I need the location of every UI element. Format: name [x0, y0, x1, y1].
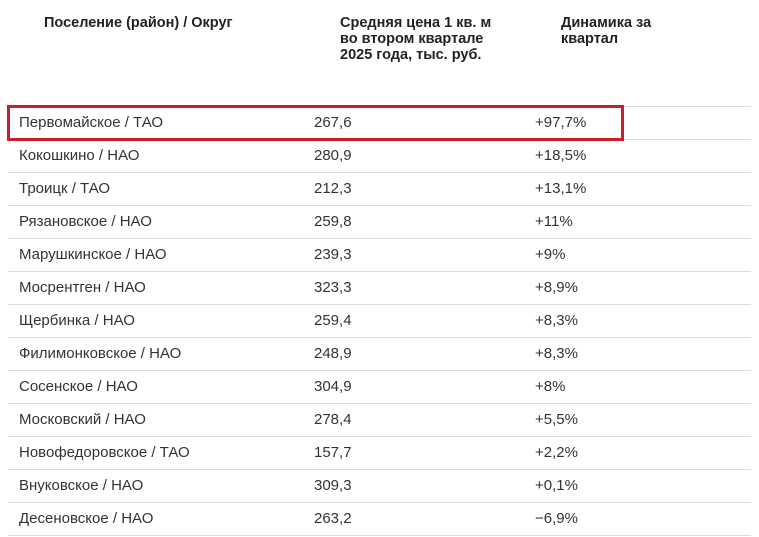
price-cell: 304,9 — [314, 378, 352, 395]
price-cell: 248,9 — [314, 345, 352, 362]
table-row: Московский / НАО 278,4 +5,5% — [8, 404, 751, 437]
settlement-cell: Троицк / ТАО — [19, 180, 111, 197]
change-cell: +8,3% — [535, 345, 578, 362]
price-cell: 267,6 — [314, 114, 352, 131]
column-header-change: Динамика за квартал — [561, 15, 652, 47]
settlement-cell: Кокошкино / НАО — [19, 147, 140, 164]
table-row: Рязановское / НАО 259,8 +11% — [8, 206, 751, 239]
table-row: Внуковское / НАО 309,3 +0,1% — [8, 470, 751, 503]
price-table: Первомайское / ТАО 267,6 +97,7% Кокошкин… — [8, 106, 751, 536]
settlement-cell: Филимонковское / НАО — [19, 345, 182, 362]
settlement-cell: Сосенское / НАО — [19, 378, 138, 395]
change-cell: +2,2% — [535, 444, 578, 461]
table-row: Троицк / ТАО 212,3 +13,1% — [8, 173, 751, 206]
settlement-cell: Внуковское / НАО — [19, 477, 144, 494]
table-row: Филимонковское / НАО 248,9 +8,3% — [8, 338, 751, 371]
change-cell: +9% — [535, 246, 566, 263]
column-header-price: Средняя цена 1 кв. м во втором квартале … — [340, 15, 492, 63]
change-cell: +13,1% — [535, 180, 587, 197]
change-cell: +97,7% — [535, 114, 587, 131]
price-cell: 239,3 — [314, 246, 352, 263]
table-row: Десеновское / НАО 263,2 −6,9% — [8, 503, 751, 536]
table-row: Мосрентген / НАО 323,3 +8,9% — [8, 272, 751, 305]
settlement-cell: Щербинка / НАО — [19, 312, 135, 329]
settlement-cell: Рязановское / НАО — [19, 213, 152, 230]
change-cell: +18,5% — [535, 147, 587, 164]
change-cell: +0,1% — [535, 477, 578, 494]
price-cell: 323,3 — [314, 279, 352, 296]
table-row: Новофедоровское / ТАО 157,7 +2,2% — [8, 437, 751, 470]
change-cell: −6,9% — [535, 510, 578, 527]
change-cell: +8,3% — [535, 312, 578, 329]
settlement-cell: Московский / НАО — [19, 411, 146, 428]
column-header-settlement: Поселение (район) / Округ — [44, 15, 233, 31]
table-row: Сосенское / НАО 304,9 +8% — [8, 371, 751, 404]
table-row: Щербинка / НАО 259,4 +8,3% — [8, 305, 751, 338]
price-cell: 280,9 — [314, 147, 352, 164]
price-cell: 278,4 — [314, 411, 352, 428]
table-row: Марушкинское / НАО 239,3 +9% — [8, 239, 751, 272]
change-cell: +8,9% — [535, 279, 578, 296]
price-cell: 259,8 — [314, 213, 352, 230]
settlement-cell: Мосрентген / НАО — [19, 279, 146, 296]
table-row: Кокошкино / НАО 280,9 +18,5% — [8, 140, 751, 173]
settlement-cell: Десеновское / НАО — [19, 510, 154, 527]
change-cell: +8% — [535, 378, 566, 395]
table-header: Поселение (район) / Округ Средняя цена 1… — [0, 0, 759, 106]
change-cell: +5,5% — [535, 411, 578, 428]
settlement-cell: Первомайское / ТАО — [19, 114, 164, 131]
settlement-cell: Новофедоровское / ТАО — [19, 444, 190, 461]
table-row: Первомайское / ТАО 267,6 +97,7% — [8, 107, 751, 140]
price-cell: 263,2 — [314, 510, 352, 527]
settlement-cell: Марушкинское / НАО — [19, 246, 167, 263]
change-cell: +11% — [535, 213, 573, 230]
price-cell: 157,7 — [314, 444, 352, 461]
price-cell: 212,3 — [314, 180, 352, 197]
price-cell: 259,4 — [314, 312, 352, 329]
price-cell: 309,3 — [314, 477, 352, 494]
